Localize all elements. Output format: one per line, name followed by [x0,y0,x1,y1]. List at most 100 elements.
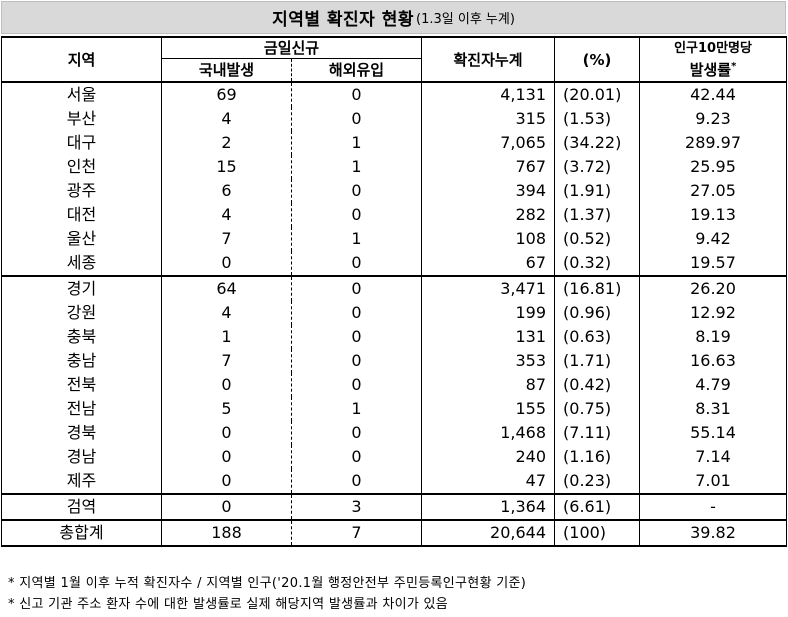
cell-domestic: 0 [161,445,292,469]
table-title-period: (1.3일 이후 누계) [416,12,515,27]
header-incidence-rate-line2: 발생률 [689,61,732,79]
cell-cumulative: 67 [421,251,556,276]
table-row: 세종 0 0 67 (0.32) 19.57 [1,251,788,276]
cell-percent: (20.01) [554,82,641,107]
cell-incidence-rate: 26.20 [639,275,788,301]
table-title-bar: 지역별 확진자 현황 (1.3일 이후 누계) [1,1,786,34]
cell-incidence-rate: 19.13 [639,203,788,227]
cell-percent: (0.75) [554,397,641,421]
cell-region: 경남 [1,445,162,469]
cell-cumulative: 767 [421,155,556,179]
cell-overseas: 0 [290,349,423,373]
cell-region: 검역 [1,493,162,520]
cell-region: 대구 [1,131,162,155]
cell-overseas: 0 [290,325,423,349]
header-today-new: 금일신규 [160,36,423,59]
cell-overseas: 0 [290,421,423,445]
cell-cumulative: 315 [421,107,556,131]
cell-domestic: 7 [161,349,292,373]
cell-incidence-rate: 7.14 [639,445,788,469]
cell-percent: (0.63) [554,325,641,349]
regional-cases-table: 지역 금일신규 확진자누계 (%) 인구10만명당 발생률* 국내발생 해외유입… [1,36,788,547]
header-percent: (%) [554,36,641,83]
cell-region: 전북 [1,373,162,397]
cell-region: 충북 [1,325,162,349]
cell-region: 서울 [1,82,162,107]
footnote-2: * 신고 기관 주소 환자 수에 대한 발생률로 실제 해당지역 발생률과 차이… [8,597,449,612]
cell-cumulative: 20,644 [421,519,556,547]
cell-percent: (7.11) [554,421,641,445]
cell-region: 광주 [1,179,162,203]
table-row: 전남 5 1 155 (0.75) 8.31 [1,397,788,421]
cell-domestic: 64 [161,275,292,301]
cell-incidence-rate: 9.42 [639,227,788,251]
cell-incidence-rate: 19.57 [639,251,788,276]
table-row: 부산 4 0 315 (1.53) 9.23 [1,107,788,131]
cell-cumulative: 1,468 [421,421,556,445]
table-row: 서울 69 0 4,131 (20.01) 42.44 [1,82,788,107]
cell-overseas: 0 [290,275,423,301]
cell-overseas: 1 [290,227,423,251]
cell-cumulative: 108 [421,227,556,251]
cell-region: 충남 [1,349,162,373]
cell-domestic: 5 [161,397,292,421]
cell-cumulative: 282 [421,203,556,227]
table-row: 강원 4 0 199 (0.96) 12.92 [1,301,788,325]
cell-domestic: 4 [161,301,292,325]
table-row: 대전 4 0 282 (1.37) 19.13 [1,203,788,227]
cell-region: 경기 [1,275,162,301]
cell-region: 경북 [1,421,162,445]
cell-cumulative: 3,471 [421,275,556,301]
cell-percent: (3.72) [554,155,641,179]
cell-incidence-rate: 16.63 [639,349,788,373]
cell-cumulative: 394 [421,179,556,203]
cell-cumulative: 87 [421,373,556,397]
cell-region: 대전 [1,203,162,227]
table-row: 제주 0 0 47 (0.23) 7.01 [1,469,788,494]
header-incidence-rate: 인구10만명당 발생률* [639,36,788,83]
table-row: 경북 0 0 1,468 (7.11) 55.14 [1,421,788,445]
cell-percent: (0.42) [554,373,641,397]
footnote-mark: * [731,61,737,72]
cell-percent: (1.53) [554,107,641,131]
cell-domestic: 69 [161,82,292,107]
table-row: 경남 0 0 240 (1.16) 7.14 [1,445,788,469]
cell-domestic: 1 [161,325,292,349]
cell-cumulative: 1,364 [421,493,556,520]
cell-overseas: 0 [290,251,423,276]
cell-overseas: 3 [290,493,423,520]
table-row: 울산 7 1 108 (0.52) 9.42 [1,227,788,251]
cell-domestic: 0 [161,421,292,445]
cell-percent: (6.61) [554,493,641,520]
cell-percent: (0.32) [554,251,641,276]
table-row: 충남 7 0 353 (1.71) 16.63 [1,349,788,373]
cell-incidence-rate: 8.31 [639,397,788,421]
cell-percent: (34.22) [554,131,641,155]
cell-percent: (16.81) [554,275,641,301]
cell-incidence-rate: 9.23 [639,107,788,131]
table-row: 검역 0 3 1,364 (6.61) - [1,493,788,520]
cell-percent: (1.37) [554,203,641,227]
cell-overseas: 1 [290,131,423,155]
cell-cumulative: 353 [421,349,556,373]
cell-overseas: 7 [290,519,423,547]
table-row: 경기 64 0 3,471 (16.81) 26.20 [1,275,788,301]
table-row: 대구 2 1 7,065 (34.22) 289.97 [1,131,788,155]
cell-domestic: 0 [161,469,292,494]
cell-overseas: 0 [290,373,423,397]
footnote-1: * 지역별 1월 이후 누적 확진자수 / 지역별 인구('20.1월 행정안전… [8,576,527,591]
cell-incidence-rate: 4.79 [639,373,788,397]
cell-incidence-rate: 27.05 [639,179,788,203]
cell-domestic: 0 [161,373,292,397]
cell-overseas: 1 [290,397,423,421]
cell-domestic: 15 [161,155,292,179]
cell-region: 총합계 [1,519,162,547]
cell-incidence-rate: 8.19 [639,325,788,349]
cell-percent: (1.91) [554,179,641,203]
cell-region: 울산 [1,227,162,251]
cell-domestic: 4 [161,107,292,131]
header-incidence-rate-line1: 인구10만명당 [674,41,752,56]
cell-domestic: 7 [161,227,292,251]
cell-region: 전남 [1,397,162,421]
cell-percent: (0.96) [554,301,641,325]
